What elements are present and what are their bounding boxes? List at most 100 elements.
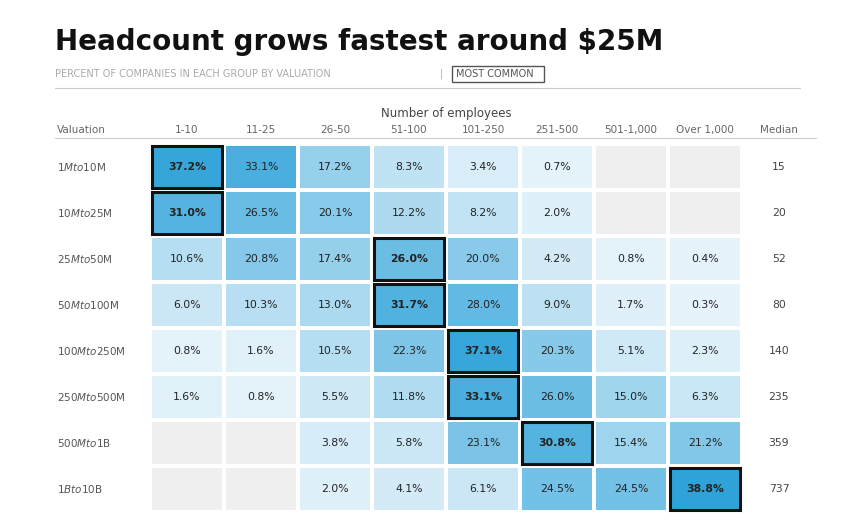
Text: 5.8%: 5.8% [395,438,422,448]
Text: 737: 737 [768,484,790,494]
Text: 359: 359 [768,438,790,448]
Text: MOST COMMON: MOST COMMON [456,69,534,79]
Text: 11-25: 11-25 [246,125,276,135]
Bar [448,376,518,418]
Text: 0.3%: 0.3% [691,300,719,310]
Text: 20.3%: 20.3% [540,346,575,356]
Bar [152,146,222,188]
Text: 20.8%: 20.8% [244,254,278,264]
Text: 28.0%: 28.0% [466,300,501,310]
Bar [522,192,592,234]
Bar [522,422,592,464]
Bar [300,284,370,326]
Text: 15: 15 [772,162,786,172]
Bar [448,238,518,280]
Bar [374,468,444,510]
Bar [448,330,518,372]
Bar [522,468,592,510]
Text: Median: Median [760,125,798,135]
Bar [670,238,740,280]
Text: 8.3%: 8.3% [395,162,422,172]
Text: 6.3%: 6.3% [691,392,719,402]
Text: 26.0%: 26.0% [540,392,575,402]
Text: 52: 52 [772,254,786,264]
Text: $25M to $50M: $25M to $50M [57,253,113,265]
Bar [152,238,222,280]
Text: $250M to $500M: $250M to $500M [57,391,126,403]
Bar [374,330,444,372]
Bar [226,468,296,510]
Bar [152,468,222,510]
Text: 21.2%: 21.2% [688,438,722,448]
Text: 235: 235 [768,392,790,402]
Bar [448,146,518,188]
Text: PERCENT OF COMPANIES IN EACH GROUP BY VALUATION: PERCENT OF COMPANIES IN EACH GROUP BY VA… [55,69,331,79]
Text: 1-10: 1-10 [175,125,199,135]
Bar [448,284,518,326]
Bar [522,422,592,464]
Text: 8.2%: 8.2% [469,208,496,218]
Text: 11.8%: 11.8% [392,392,426,402]
Bar [374,284,444,326]
Text: 3.4%: 3.4% [469,162,496,172]
Bar [152,146,222,188]
Text: 1.7%: 1.7% [617,300,645,310]
Text: 0.8%: 0.8% [247,392,275,402]
Text: 10.5%: 10.5% [318,346,352,356]
Bar [596,330,666,372]
Bar [596,422,666,464]
Text: |: | [440,69,443,79]
Text: 33.1%: 33.1% [464,392,502,402]
Text: Over 1,000: Over 1,000 [676,125,734,135]
Text: $500M to $1B: $500M to $1B [57,437,111,449]
Text: 0.8%: 0.8% [173,346,201,356]
Text: $1B to $10B: $1B to $10B [57,483,103,495]
Bar [300,330,370,372]
Text: 24.5%: 24.5% [614,484,649,494]
Text: 10.6%: 10.6% [170,254,204,264]
Text: 51-100: 51-100 [391,125,428,135]
Bar [670,192,740,234]
Bar [522,376,592,418]
Bar [522,146,592,188]
Text: 80: 80 [772,300,786,310]
Bar [226,422,296,464]
Bar [596,376,666,418]
Bar [374,422,444,464]
Text: 6.1%: 6.1% [469,484,496,494]
Bar [300,192,370,234]
Bar [670,146,740,188]
Text: 5.1%: 5.1% [617,346,645,356]
Text: 26.5%: 26.5% [244,208,278,218]
Text: 26.0%: 26.0% [390,254,428,264]
Bar [226,284,296,326]
Text: 1.6%: 1.6% [247,346,275,356]
Text: 0.8%: 0.8% [617,254,645,264]
Text: 37.2%: 37.2% [168,162,206,172]
Text: 1.6%: 1.6% [173,392,201,402]
Bar [374,284,444,326]
Bar [448,376,518,418]
Bar [448,192,518,234]
Text: 101-250: 101-250 [462,125,505,135]
Bar [374,376,444,418]
Text: 17.4%: 17.4% [318,254,352,264]
Bar [448,330,518,372]
Bar [522,284,592,326]
Bar [152,376,222,418]
Text: 37.1%: 37.1% [464,346,502,356]
Text: 140: 140 [768,346,790,356]
Text: 4.1%: 4.1% [395,484,422,494]
Bar [374,238,444,280]
Text: 501-1,000: 501-1,000 [604,125,658,135]
Text: 23.1%: 23.1% [466,438,500,448]
Bar [596,192,666,234]
Bar [152,192,222,234]
Bar [226,376,296,418]
Bar [670,330,740,372]
Text: $50M to $100M: $50M to $100M [57,299,119,311]
Bar [300,376,370,418]
Bar [670,468,740,510]
Bar [670,284,740,326]
Bar [448,468,518,510]
